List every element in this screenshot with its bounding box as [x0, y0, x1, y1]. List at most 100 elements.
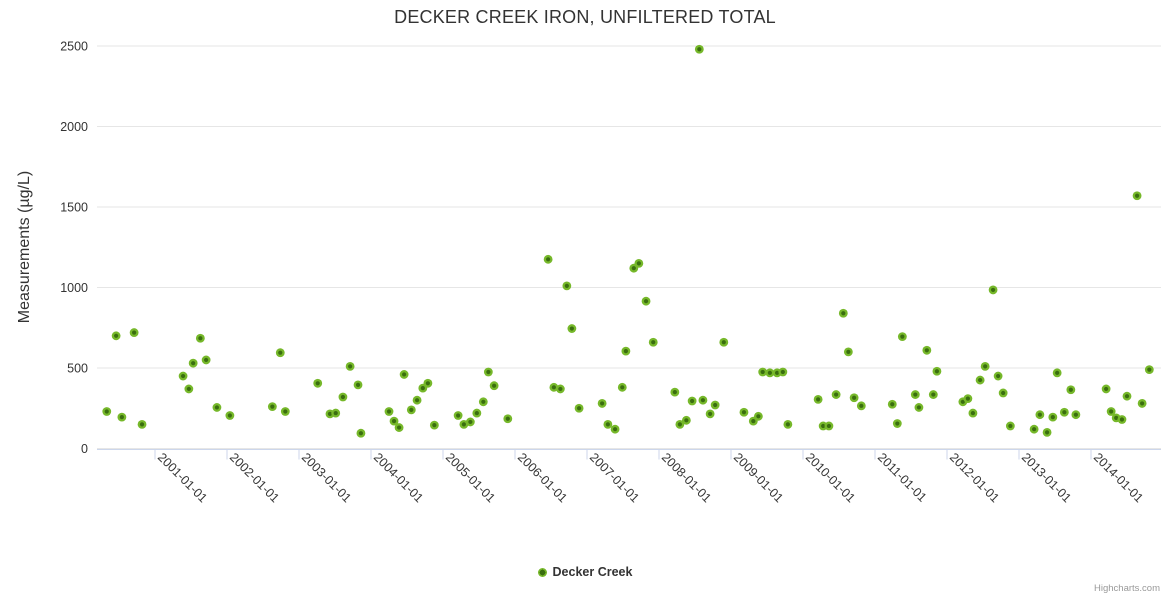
data-point-core	[227, 413, 232, 418]
data-point-core	[1008, 423, 1013, 429]
data-point-core	[934, 369, 940, 374]
data-point-core	[564, 283, 569, 288]
data-point-core	[432, 423, 437, 428]
data-point-core	[391, 419, 397, 424]
data-point-core	[785, 422, 790, 427]
data-point-core	[713, 402, 718, 408]
x-tick-label: 2014-01-01	[1091, 450, 1146, 505]
data-point-core	[631, 266, 636, 271]
data-point-core	[684, 418, 689, 423]
x-tick-label: 2007-01-01	[587, 450, 642, 505]
data-point-core	[756, 414, 761, 419]
data-point-core	[198, 336, 203, 341]
data-point-core	[841, 311, 846, 316]
highcharts-credits-link[interactable]: Highcharts.com	[1094, 583, 1160, 594]
data-point-core	[900, 334, 905, 339]
data-point-core	[1050, 415, 1055, 420]
data-point-core	[1032, 427, 1037, 432]
data-point-core	[468, 419, 473, 425]
data-point-core	[481, 399, 486, 404]
data-point-core	[1001, 390, 1006, 396]
x-tick-label: 2005-01-01	[443, 450, 498, 505]
data-point-core	[1140, 401, 1145, 406]
x-tick-label: 2001-01-01	[155, 450, 210, 505]
y-tick-label: 2000	[60, 120, 88, 134]
data-point-core	[605, 422, 610, 427]
data-point-core	[916, 405, 922, 410]
data-point-core	[270, 404, 275, 409]
data-point-core	[283, 409, 288, 414]
x-tick-label: 2009-01-01	[731, 450, 786, 505]
data-point-core	[821, 423, 826, 429]
y-tick-label: 500	[67, 362, 88, 376]
legend-label: Decker Creek	[552, 565, 633, 579]
data-point-core	[846, 349, 851, 354]
data-point-core	[643, 299, 649, 304]
data-point-core	[214, 405, 220, 410]
data-point-core	[708, 411, 713, 416]
data-point-core	[456, 413, 461, 418]
data-point-core	[895, 421, 900, 426]
data-point-core	[1044, 430, 1050, 435]
x-tick-label: 2006-01-01	[515, 450, 570, 505]
data-point-core	[204, 357, 209, 363]
y-tick-label: 1000	[60, 281, 88, 295]
data-point-core	[960, 399, 965, 404]
data-point-core	[760, 369, 765, 375]
data-point-core	[315, 381, 320, 386]
data-point-core	[834, 392, 839, 397]
data-point-core	[721, 340, 726, 345]
data-point-core	[1124, 394, 1130, 399]
data-point-core	[1147, 367, 1152, 372]
x-tick-label: 2002-01-01	[227, 450, 282, 505]
data-point-core	[396, 425, 402, 430]
data-point-core	[924, 348, 929, 353]
x-tick-label: 2011-01-01	[875, 450, 929, 504]
data-point-core	[551, 385, 556, 390]
data-point-core	[348, 364, 353, 369]
data-point-core	[191, 361, 196, 366]
data-point-core	[420, 386, 425, 391]
data-point-core	[780, 369, 785, 375]
data-point-core	[1037, 412, 1042, 417]
data-point-core	[1109, 409, 1114, 414]
legend[interactable]: Decker Creek	[0, 565, 1170, 579]
data-point-core	[623, 348, 628, 354]
data-point-core	[677, 422, 682, 427]
y-tick-label: 0	[81, 442, 88, 456]
data-point-core	[327, 411, 333, 416]
data-point-core	[767, 370, 772, 375]
data-point-core	[333, 410, 338, 416]
data-point-core	[104, 409, 109, 414]
data-point-core	[672, 390, 677, 395]
data-point-core	[546, 257, 551, 262]
data-point-core	[425, 381, 430, 386]
data-point-core	[558, 386, 563, 392]
chart-title: DECKER CREEK IRON, UNFILTERED TOTAL	[394, 7, 776, 27]
data-point-core	[355, 382, 361, 388]
data-point-core	[386, 409, 392, 414]
data-point-core	[569, 326, 574, 331]
data-point-core	[990, 287, 996, 293]
data-point-core	[139, 422, 145, 427]
data-point-core	[983, 364, 988, 369]
data-point-core	[826, 423, 832, 429]
data-point-core	[1073, 412, 1078, 417]
data-point-core	[409, 407, 414, 412]
data-point-core	[965, 396, 970, 401]
data-point-core	[358, 431, 364, 436]
data-point-core	[970, 410, 976, 416]
data-point-core	[996, 373, 1001, 379]
data-point-core	[132, 330, 137, 335]
x-tick-label: 2012-01-01	[947, 450, 1002, 505]
legend-marker-icon	[537, 567, 547, 577]
data-point-core	[978, 377, 983, 383]
data-point-core	[402, 372, 407, 377]
data-point-core	[600, 401, 605, 406]
data-point-core	[636, 261, 641, 266]
data-point-core	[340, 394, 346, 400]
data-point-core	[486, 369, 491, 375]
data-point-core	[180, 373, 186, 379]
